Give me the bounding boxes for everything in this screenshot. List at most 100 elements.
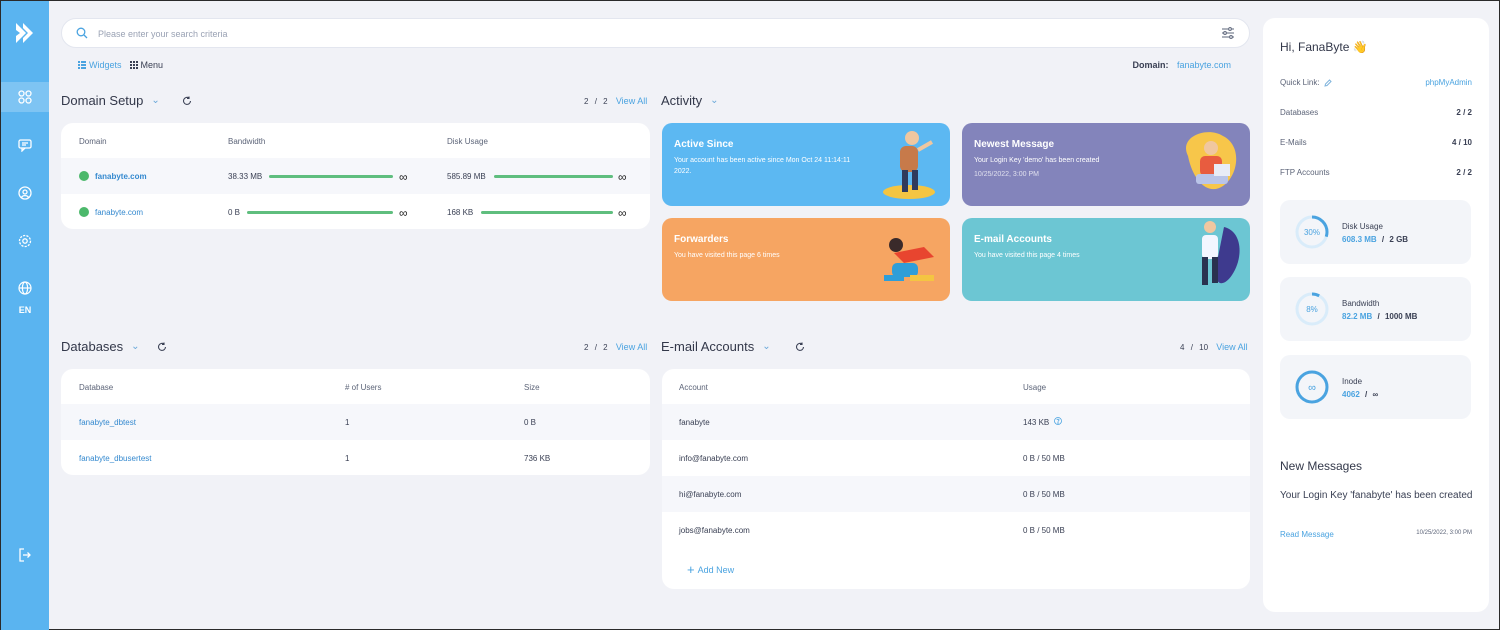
tile-title: Active Since <box>674 139 734 150</box>
stat-ftp-accounts: FTP Accounts 2 / 2 <box>1280 168 1472 177</box>
database-link[interactable]: fanabyte_dbusertest <box>79 454 152 463</box>
domain-setup-title-text: Domain Setup <box>61 93 144 108</box>
user-count: 1 <box>345 454 350 463</box>
table-row[interactable]: fanabyte 143 KB <box>662 404 1250 440</box>
table-row[interactable]: jobs@fanabyte.com 0 B / 50 MB <box>662 512 1250 548</box>
table-row[interactable]: info@fanabyte.com 0 B / 50 MB <box>662 440 1250 476</box>
view-all-link[interactable]: View All <box>615 96 648 106</box>
activity-title-text: Activity <box>661 93 703 108</box>
usage-name: Bandwidth <box>1342 299 1380 308</box>
usage-value: 82.2 MB / 1000 MB <box>1342 312 1417 321</box>
domain-link[interactable]: fanabyte.com <box>95 208 144 217</box>
infinity-icon: ∞ <box>618 206 627 220</box>
infinity-icon: ∞ <box>399 206 408 220</box>
bandwidth-ring: 8% <box>1295 292 1329 326</box>
bandwidth-bar <box>269 175 393 178</box>
refresh-icon[interactable] <box>795 342 805 352</box>
databases-table: Database # of Users Size fanabyte_dbtest… <box>61 369 650 475</box>
usage-limit: 2 GB <box>1389 235 1409 244</box>
view-all-link[interactable]: View All <box>1216 342 1248 352</box>
bandwidth-value: 0 B <box>228 208 241 217</box>
stat-label: FTP Accounts <box>1280 168 1330 177</box>
person-laptop-illustration-icon <box>1186 132 1237 190</box>
tile-date: 10/25/2022, 3:00 PM <box>974 171 1039 178</box>
column-header: Size <box>524 383 540 392</box>
activity-title[interactable]: Activity ⌄ <box>661 93 719 108</box>
greeting: Hi, FanaByte 👋 <box>1280 40 1368 54</box>
disk-bar <box>481 211 613 214</box>
sidebar-item-settings[interactable] <box>1 226 49 256</box>
tile-description: Your Login Key 'demo' has been created <box>974 157 1100 164</box>
email-account[interactable]: hi@fanabyte.com <box>679 490 742 499</box>
pager-total: 2 <box>603 97 608 106</box>
stat-label: Databases <box>1280 108 1319 117</box>
refresh-icon[interactable] <box>157 342 167 352</box>
help-icon[interactable] <box>1054 417 1062 425</box>
database-link[interactable]: fanabyte_dbtest <box>79 418 136 427</box>
email-accounts-title[interactable]: E-mail Accounts ⌄ <box>661 339 771 354</box>
table-row[interactable]: fanabyte.com 38.33 MB ∞ 585.89 MB ∞ <box>61 158 650 194</box>
sidebar-item-account[interactable] <box>1 178 49 208</box>
usage-name: Inode <box>1342 377 1363 386</box>
view-tabs: Widgets Menu <box>78 60 163 70</box>
email-account[interactable]: info@fanabyte.com <box>679 454 749 463</box>
table-row[interactable]: fanabyte.com 0 B ∞ 168 KB ∞ <box>61 194 650 229</box>
tile-active-since[interactable]: Active Since Your account has been activ… <box>662 123 950 206</box>
domain-setup-table: Domain Bandwidth Disk Usage fanabyte.com… <box>61 123 650 229</box>
tile-title: E-mail Accounts <box>974 234 1052 245</box>
pager-total: 10 <box>1199 343 1209 352</box>
sidebar-item-logout[interactable] <box>1 540 49 570</box>
check-circle-icon <box>79 171 89 181</box>
usage-used: 82.2 MB <box>1342 312 1373 321</box>
search-bar[interactable]: Please enter your search criteria <box>61 18 1250 48</box>
domain-link[interactable]: fanabyte.com <box>1176 60 1231 70</box>
sidebar-item-language[interactable] <box>1 273 49 303</box>
stat-emails: E-Mails 4 / 10 <box>1280 138 1472 147</box>
add-new-button[interactable]: + Add New <box>687 562 734 577</box>
email-usage: 0 B / 50 MB <box>1023 454 1065 463</box>
tile-description: Your account has been active since Mon O… <box>674 157 851 175</box>
column-header: Account <box>679 383 708 392</box>
tile-newest-message[interactable]: Newest Message Your Login Key 'demo' has… <box>962 123 1250 206</box>
infinity-icon: ∞ <box>618 170 627 184</box>
quick-link-value[interactable]: phpMyAdmin <box>1425 78 1472 87</box>
tile-email-accounts[interactable]: E-mail Accounts You have visited this pa… <box>962 218 1250 301</box>
table-row[interactable]: hi@fanabyte.com 0 B / 50 MB <box>662 476 1250 512</box>
usage-used: 4062 <box>1342 390 1360 399</box>
sidebar-item-dashboard[interactable] <box>1 82 49 112</box>
pager-separator: / <box>594 97 597 106</box>
table-row[interactable]: fanabyte_dbtest 1 0 B <box>61 404 650 440</box>
chat-icon <box>18 138 32 152</box>
new-messages-title: New Messages <box>1280 459 1363 473</box>
table-row[interactable]: fanabyte_dbusertest 1 736 KB <box>61 440 650 475</box>
sidebar-item-messages[interactable] <box>1 130 49 160</box>
usage-value: 4062 / ∞ <box>1342 390 1378 399</box>
pager-current: 2 <box>584 343 589 352</box>
read-message-link[interactable]: Read Message <box>1280 530 1334 539</box>
tab-widgets[interactable]: Widgets <box>78 60 122 70</box>
column-header: Database <box>79 383 114 392</box>
tab-menu[interactable]: Menu <box>129 60 163 70</box>
usage-used: 608.3 MB <box>1342 235 1377 244</box>
search-input[interactable]: Please enter your search criteria <box>98 29 228 39</box>
column-header: Domain <box>79 137 107 146</box>
database-size: 0 B <box>524 418 537 427</box>
view-all-link[interactable]: View All <box>615 342 648 352</box>
language-label[interactable]: EN <box>18 305 32 315</box>
tile-forwarders[interactable]: Forwarders You have visited this page 6 … <box>662 218 950 301</box>
message-date: 10/25/2022, 3:00 PM <box>1416 530 1472 536</box>
email-account[interactable]: jobs@fanabyte.com <box>679 526 750 535</box>
email-account[interactable]: fanabyte <box>679 418 710 427</box>
quick-link-label: Quick Link: <box>1280 78 1320 87</box>
domain-setup-title[interactable]: Domain Setup ⌄ <box>61 93 160 108</box>
pager-current: 4 <box>1180 343 1185 352</box>
table-header: Account Usage <box>662 369 1250 405</box>
filter-settings-icon[interactable] <box>1221 27 1235 39</box>
stat-value: 2 / 2 <box>1456 108 1472 117</box>
email-usage: 0 B / 50 MB <box>1023 526 1065 535</box>
refresh-icon[interactable] <box>182 96 192 106</box>
domain-link[interactable]: fanabyte.com <box>95 172 147 181</box>
databases-title[interactable]: Databases ⌄ <box>61 339 140 354</box>
app-logo-icon[interactable] <box>13 21 37 45</box>
pencil-icon[interactable] <box>1323 78 1332 87</box>
